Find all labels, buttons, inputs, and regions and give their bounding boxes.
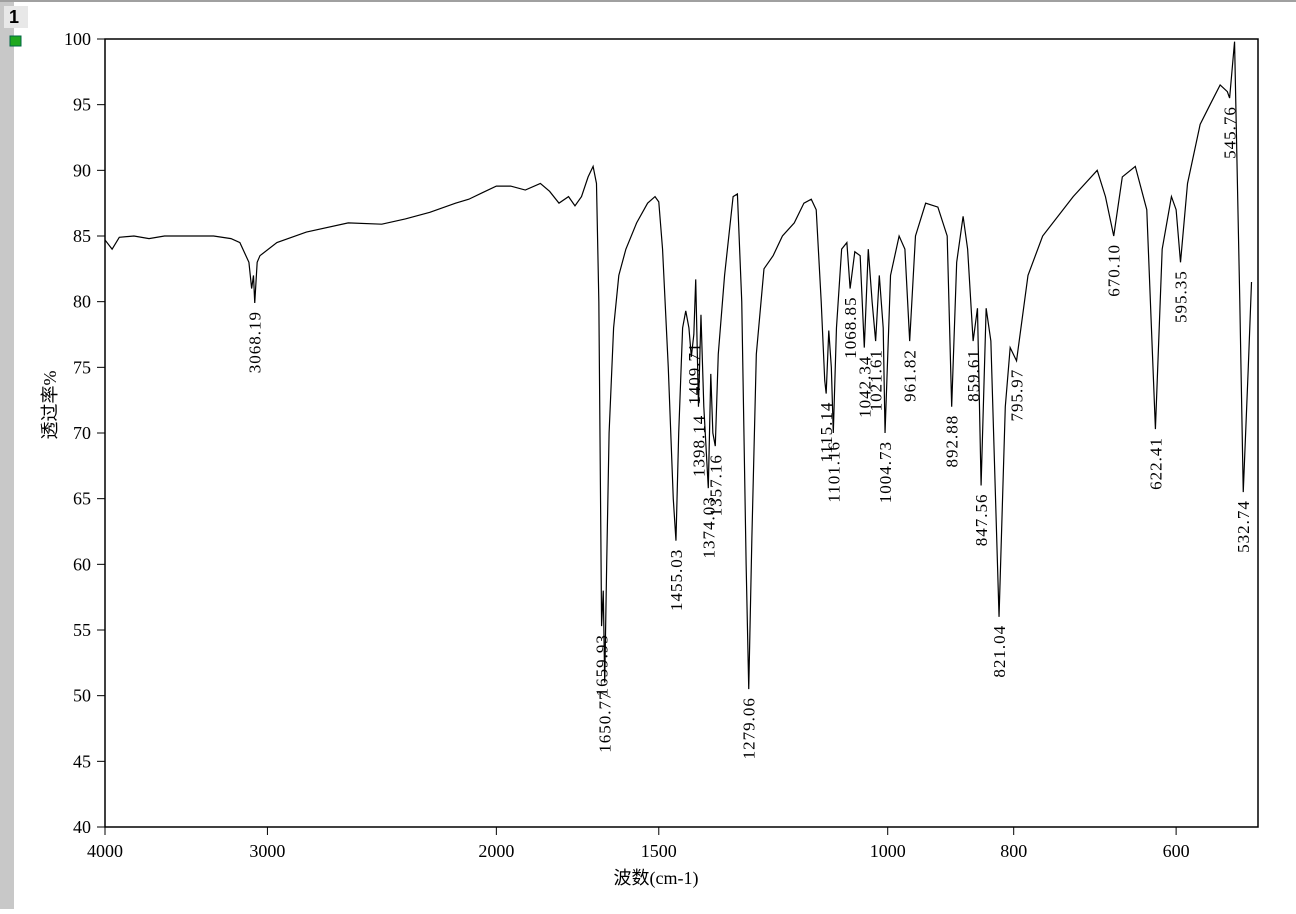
peak-label: 1021.61 (867, 349, 886, 411)
y-tick-label: 90 (73, 160, 91, 180)
top-border (0, 0, 1296, 2)
peak-label: 595.35 (1172, 270, 1191, 323)
peak-label: 821.04 (990, 625, 1009, 678)
y-tick-label: 60 (73, 554, 91, 574)
peak-label: 1357.16 (706, 454, 725, 516)
y-tick-label: 100 (64, 29, 91, 49)
peak-label: 532.74 (1234, 500, 1253, 553)
peak-label: 859.61 (964, 349, 983, 402)
x-tick-label: 1500 (641, 841, 677, 861)
x-axis-label: 波数(cm-1) (614, 868, 699, 889)
lock-icon (9, 35, 22, 47)
y-tick-label: 95 (73, 95, 91, 115)
peak-label: 622.41 (1146, 437, 1165, 490)
peak-label: 1068.85 (841, 297, 860, 359)
peak-label: 1374.03 (699, 496, 718, 558)
peak-label: 3068.19 (246, 311, 265, 373)
y-tick-label: 50 (73, 686, 91, 706)
peak-label: 1004.73 (876, 441, 895, 503)
x-tick-label: 3000 (249, 841, 285, 861)
y-tick-label: 70 (73, 423, 91, 443)
y-tick-label: 45 (73, 751, 91, 771)
window-tab (4, 6, 28, 28)
peak-label: 1455.03 (667, 549, 686, 611)
peak-label: 961.82 (901, 349, 920, 402)
y-axis-label: 透过率% (40, 371, 60, 440)
spectrum-line (104, 41, 1253, 690)
y-tick-label: 65 (73, 489, 91, 509)
x-tick-label: 600 (1163, 841, 1190, 861)
peak-label: 1398.14 (690, 415, 709, 477)
peak-label: 670.10 (1105, 244, 1124, 297)
peak-label: 1409.71 (685, 343, 704, 405)
peak-label: 1042.34 (855, 356, 874, 418)
y-tick-label: 55 (73, 620, 91, 640)
y-tick-label: 85 (73, 226, 91, 246)
y-tick-label: 80 (73, 292, 91, 312)
peak-label: 545.76 (1221, 106, 1240, 159)
peak-label: 1659.93 (593, 634, 612, 696)
x-tick-label: 2000 (478, 841, 514, 861)
peak-label: 1279.06 (740, 697, 759, 759)
window-label: 1 (9, 7, 19, 27)
side-bar (0, 0, 14, 909)
x-tick-label: 4000 (87, 841, 123, 861)
peak-label: 892.88 (943, 415, 962, 468)
x-tick-label: 800 (1000, 841, 1027, 861)
y-tick-label: 40 (73, 817, 91, 837)
peak-label: 1650.77 (596, 691, 615, 753)
peak-label: 1115.14 (817, 402, 836, 463)
y-tick-label: 75 (73, 357, 91, 377)
peak-label: 795.97 (1008, 369, 1027, 422)
peak-label: 1101.16 (824, 441, 843, 503)
peak-label: 847.56 (972, 494, 991, 547)
x-tick-label: 1000 (870, 841, 906, 861)
